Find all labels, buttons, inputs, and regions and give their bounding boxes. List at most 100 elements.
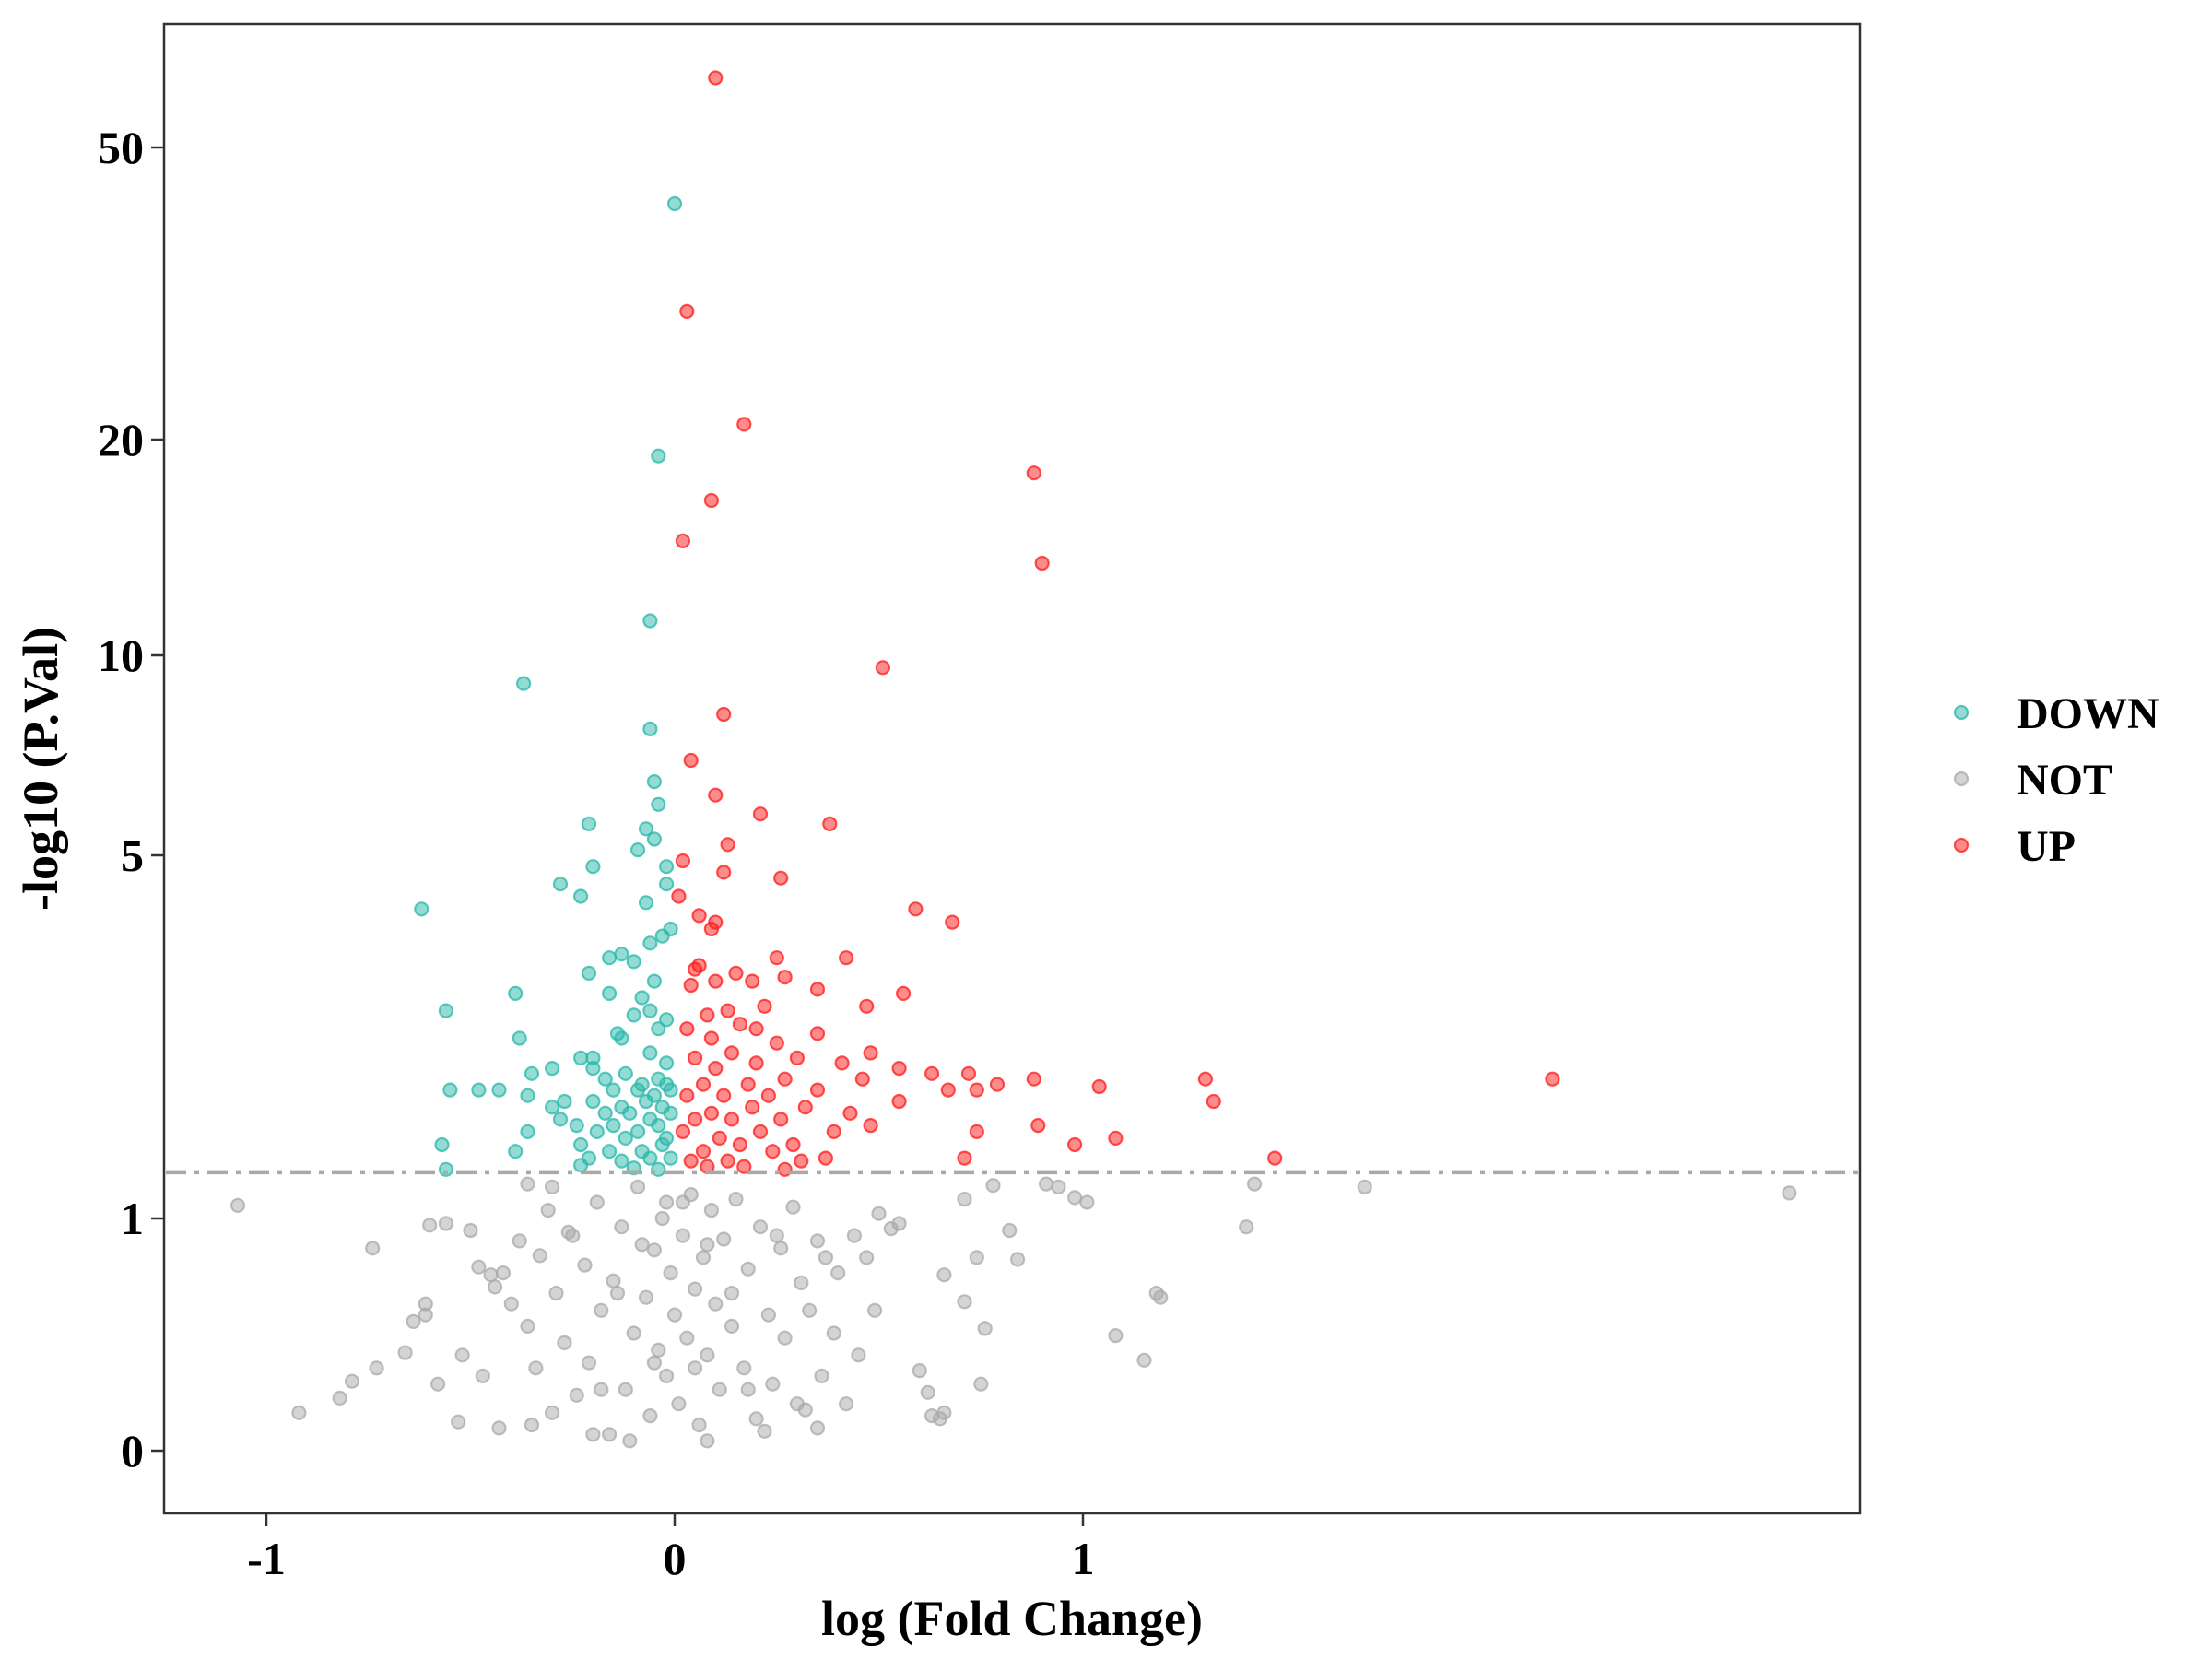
data-point-not	[524, 1417, 540, 1433]
data-point-down	[629, 1082, 646, 1098]
data-point-not	[687, 1281, 703, 1297]
data-point-not	[724, 1285, 740, 1301]
data-point-not	[557, 1335, 572, 1351]
data-point-not	[740, 1261, 756, 1277]
data-point-up	[1066, 1136, 1083, 1153]
data-point-up	[769, 1035, 784, 1051]
data-point-up	[687, 1112, 703, 1127]
data-point-not	[748, 1411, 764, 1427]
data-point-down	[658, 859, 675, 875]
data-point-up	[818, 1150, 834, 1166]
data-point-not	[475, 1368, 490, 1384]
data-point-not	[859, 1250, 875, 1265]
data-point-down	[572, 1050, 589, 1066]
data-point-not	[777, 1330, 793, 1346]
data-point-down	[414, 901, 429, 917]
data-point-not	[581, 1355, 597, 1371]
data-point-down	[614, 1153, 629, 1169]
data-point-down	[663, 1105, 678, 1121]
data-point-up	[687, 961, 703, 977]
data-point-up	[757, 998, 772, 1014]
data-point-not	[769, 1228, 784, 1243]
data-point-down	[589, 1124, 605, 1140]
data-point-up	[822, 816, 838, 832]
data-point-not	[830, 1265, 846, 1281]
data-point-up	[728, 965, 744, 982]
data-point-not	[229, 1197, 246, 1214]
legend-label-not: NOT	[2017, 756, 2112, 805]
data-point-up	[809, 1082, 826, 1098]
data-point-down	[544, 1060, 560, 1077]
data-point-down	[552, 1112, 569, 1127]
data-point-not	[606, 1273, 621, 1288]
data-point-not	[957, 1191, 972, 1207]
data-point-not	[675, 1228, 691, 1243]
data-point-not	[532, 1248, 547, 1264]
data-point-not	[520, 1318, 535, 1335]
data-point-up	[708, 787, 724, 803]
data-point-up	[708, 914, 724, 930]
data-point-not	[618, 1382, 633, 1397]
y-tick-label: 10	[98, 629, 144, 681]
data-point-up	[752, 1124, 769, 1140]
data-point-not	[544, 1179, 560, 1194]
data-point-down	[512, 1030, 527, 1046]
data-point-not	[891, 1216, 907, 1231]
data-point-not	[634, 1237, 650, 1253]
data-point-up	[854, 1071, 870, 1087]
data-point-not	[463, 1222, 478, 1239]
data-point-down	[597, 1071, 613, 1087]
data-point-down	[581, 965, 597, 982]
data-point-not	[495, 1265, 512, 1281]
data-point-down	[642, 613, 658, 629]
data-point-not	[920, 1384, 935, 1400]
y-tick-label: 0	[121, 1425, 144, 1477]
plot-panel	[162, 22, 1862, 1515]
data-point-up	[703, 492, 720, 509]
data-point-up	[736, 1159, 752, 1174]
data-point-not	[594, 1302, 609, 1318]
data-point-down	[629, 841, 646, 858]
data-point-up	[940, 1082, 956, 1098]
data-point-not	[765, 1376, 781, 1392]
data-point-down	[552, 877, 569, 892]
data-point-up	[716, 865, 732, 880]
data-point-up	[945, 914, 960, 930]
data-point-not	[936, 1405, 952, 1420]
data-point-down	[520, 1088, 535, 1103]
data-point-not	[785, 1199, 801, 1215]
x-tick-label: 0	[664, 1533, 687, 1584]
data-point-down	[654, 928, 670, 944]
data-point-down	[609, 1026, 626, 1041]
data-point-up	[712, 1130, 727, 1147]
data-point-not	[1153, 1289, 1169, 1305]
data-point-up	[695, 1077, 712, 1092]
data-point-not	[936, 1267, 952, 1283]
data-point-not	[687, 1360, 703, 1376]
data-point-up	[695, 1144, 712, 1159]
data-point-not	[736, 1360, 752, 1376]
data-point-down	[651, 1117, 666, 1134]
data-point-not	[977, 1321, 993, 1336]
data-point-down	[638, 895, 654, 911]
data-point-not	[700, 1433, 715, 1449]
data-point-not	[654, 1210, 670, 1227]
data-point-down	[524, 1065, 540, 1081]
data-point-not	[809, 1420, 826, 1436]
data-point-not	[871, 1206, 887, 1221]
data-point-down	[658, 1012, 675, 1028]
data-point-up	[769, 950, 784, 966]
data-point-up	[683, 977, 699, 994]
data-point-up	[960, 1065, 977, 1081]
data-point-up	[895, 985, 912, 1002]
data-point-down	[585, 1093, 601, 1110]
data-point-not	[1239, 1219, 1254, 1235]
data-point-up	[720, 1003, 735, 1018]
data-point-up	[675, 853, 691, 869]
legend-key-not	[1953, 771, 1970, 787]
data-point-down	[585, 859, 601, 875]
data-point-up	[720, 1153, 735, 1169]
data-point-down	[601, 1144, 618, 1159]
x-axis: -1 0 1	[247, 1513, 1095, 1584]
